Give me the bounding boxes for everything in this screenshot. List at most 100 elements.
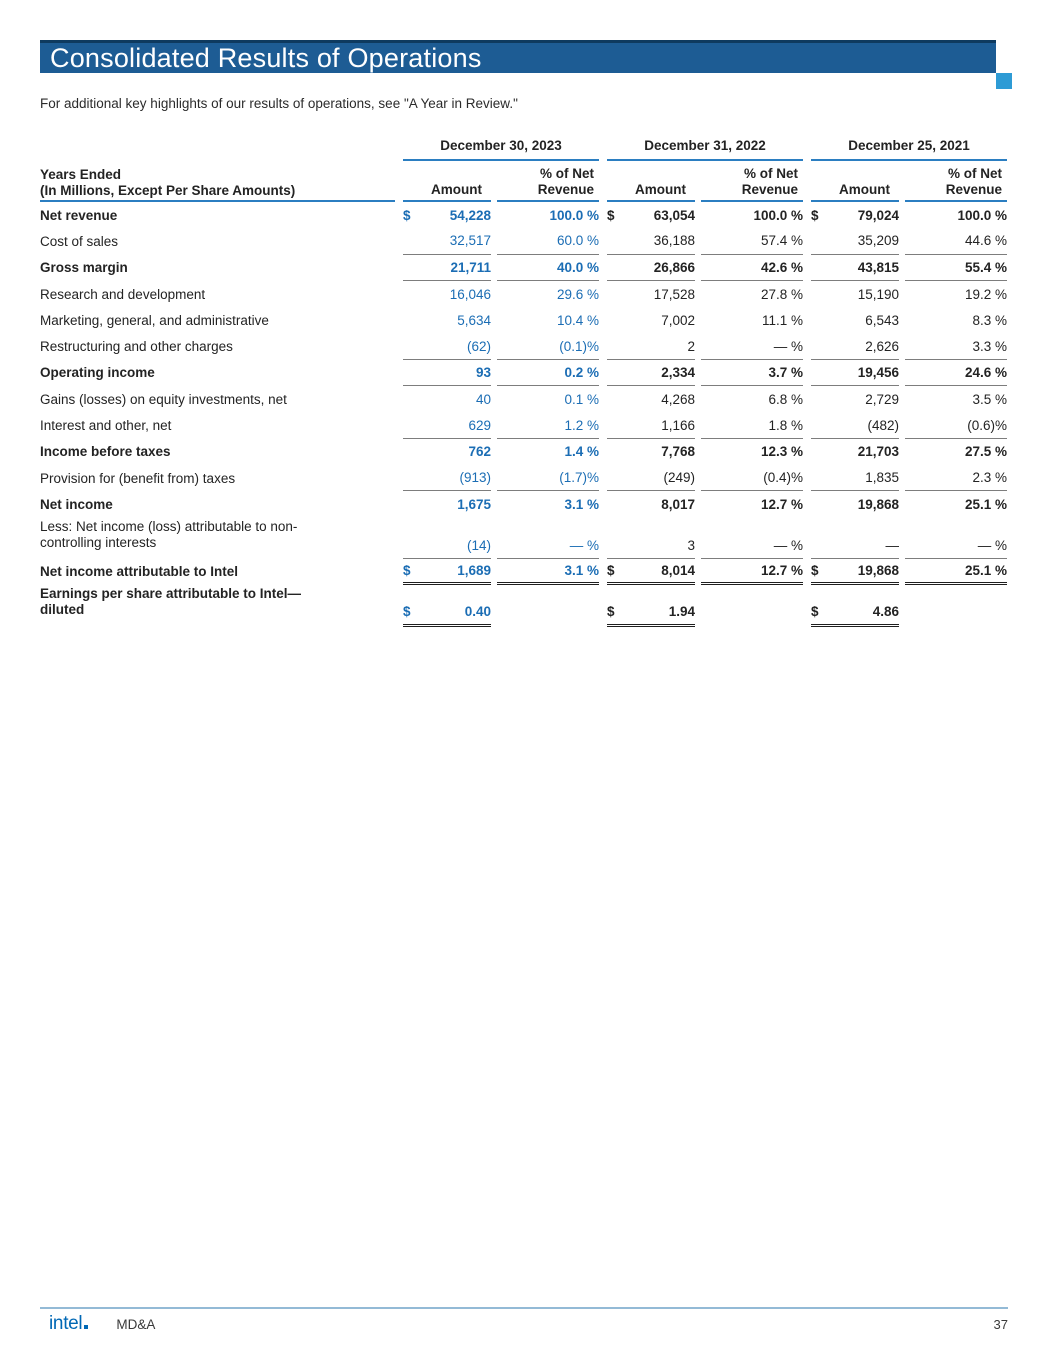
period-label: December 30, 2023 <box>403 138 599 161</box>
percent-cell: 12.7 % <box>760 496 803 512</box>
amount-cell: 4,268 <box>607 386 695 412</box>
value-group: 17,528 27.8 % <box>607 281 803 307</box>
page-title: Consolidated Results of Operations <box>50 42 482 73</box>
value-group: 7,002 11.1 % <box>607 307 803 333</box>
percent-cell <box>905 585 1007 627</box>
amount-cell: (62) <box>403 333 491 360</box>
value-group: 762 1.4 % <box>403 439 599 465</box>
amount-value: 1.94 <box>668 603 695 619</box>
value-group: $79,024 100.0 % <box>811 202 1007 228</box>
amount-cell: — <box>811 518 899 559</box>
value-group: 26,866 42.6 % <box>607 255 803 281</box>
amount-cell: 5,634 <box>403 307 491 333</box>
value-group: 40 0.1 % <box>403 386 599 412</box>
percent-cell: (0.1)% <box>497 333 599 360</box>
amount-value: 21,711 <box>450 259 491 275</box>
amount-column-header: Amount <box>811 161 899 202</box>
value-group: (62) (0.1)% <box>403 333 599 360</box>
amount-cell: 1,166 <box>607 412 695 439</box>
column-header-group: Amount% of Net Revenue <box>607 161 803 202</box>
table-row: Net income 1,675 3.1 % 8,017 12.7 % 19,868 25.… <box>40 491 1008 517</box>
amount-value: 3 <box>687 537 695 553</box>
amount-cell: $0.40 <box>403 585 491 627</box>
row-label: Provision for (benefit from) taxes <box>40 470 236 486</box>
amount-cell: 26,866 <box>607 255 695 281</box>
value-group: 36,188 57.4 % <box>607 228 803 255</box>
amount-cell: 16,046 <box>403 281 491 307</box>
amount-cell: $1,689 <box>403 559 491 585</box>
value-group: 21,711 40.0 % <box>403 255 599 281</box>
percent-column-header: % of Net Revenue <box>497 161 599 202</box>
amount-value: 54,228 <box>449 207 491 223</box>
percent-cell: 3.5 % <box>972 391 1007 407</box>
amount-value: 43,815 <box>857 259 899 275</box>
value-group: $19,868 25.1 % <box>811 559 1007 585</box>
dollar-sign: $ <box>811 207 819 223</box>
percent-cell: 60.0 % <box>497 228 599 255</box>
amount-value: 26,866 <box>653 259 695 275</box>
percent-cell: 3.3 % <box>905 333 1007 360</box>
value-group: $63,054 100.0 % <box>607 202 803 228</box>
amount-value: 40 <box>475 391 491 407</box>
value-group: 2,626 3.3 % <box>811 333 1007 360</box>
value-group: $54,228 100.0 % <box>403 202 599 228</box>
value-group: 1,835 2.3 % <box>811 465 1007 492</box>
amount-value: 15,190 <box>857 286 899 302</box>
table-row: Gross margin 21,711 40.0 % 26,866 42.6 % 43,8… <box>40 255 1008 281</box>
row-label: Less: Net income (loss) attributable to … <box>40 518 298 550</box>
amount-value: (482) <box>867 417 899 433</box>
dollar-sign: $ <box>811 562 819 578</box>
dollar-sign: $ <box>403 207 411 223</box>
dollar-sign: $ <box>403 562 411 578</box>
row-label: Net income attributable to Intel <box>40 564 239 580</box>
percent-cell: 12.7 % <box>701 559 803 585</box>
amount-cell: 32,517 <box>403 228 491 255</box>
value-group: 16,046 29.6 % <box>403 281 599 307</box>
percent-cell: 1.8 % <box>701 412 803 439</box>
row-label: Marketing, general, and administrative <box>40 312 269 328</box>
value-group: 3 — % <box>607 518 803 559</box>
table-row: Earnings per share attributable to Intel… <box>40 585 1008 627</box>
row-label: Gross margin <box>40 260 128 276</box>
footer-divider <box>40 1307 1008 1309</box>
amount-cell: $8,014 <box>607 559 695 585</box>
amount-value: 5,634 <box>457 312 491 328</box>
percent-cell: 40.0 % <box>497 255 599 281</box>
amount-value: 6,543 <box>865 312 899 328</box>
amount-cell: 15,190 <box>811 281 899 307</box>
row-header-label: Years Ended (In Millions, Except Per Shar… <box>40 161 395 202</box>
amount-value: 19,456 <box>857 364 899 380</box>
amount-value: 4,268 <box>661 391 695 407</box>
percent-cell: 8.3 % <box>972 312 1007 328</box>
percent-cell: — % <box>701 518 803 559</box>
percent-cell: 29.6 % <box>556 286 599 302</box>
percent-cell <box>497 585 599 627</box>
percent-cell <box>701 585 803 627</box>
amount-cell: 762 <box>403 439 491 465</box>
amount-cell: 1,675 <box>403 491 491 517</box>
intro-text: For additional key highlights of our res… <box>40 96 518 111</box>
value-group: (913) (1.7)% <box>403 465 599 492</box>
period-label: December 25, 2021 <box>811 138 1007 161</box>
amount-value: 8,017 <box>661 496 695 512</box>
value-group: $4.86 <box>811 585 1007 627</box>
percent-cell: — % <box>497 518 599 559</box>
amount-cell: 1,835 <box>811 465 899 492</box>
amount-cell: (14) <box>403 518 491 559</box>
percent-cell: — % <box>701 333 803 360</box>
row-label: Income before taxes <box>40 444 171 460</box>
dollar-sign: $ <box>607 562 615 578</box>
amount-value: 0.40 <box>464 603 491 619</box>
amount-value: 7,768 <box>661 444 695 460</box>
percent-cell: 44.6 % <box>905 228 1007 255</box>
amount-value: 63,054 <box>653 207 695 223</box>
value-group: 5,634 10.4 % <box>403 307 599 333</box>
amount-cell: 21,711 <box>403 255 491 281</box>
amount-value: 19,868 <box>857 562 899 578</box>
row-label: Restructuring and other charges <box>40 339 233 355</box>
value-group: — — % <box>811 518 1007 559</box>
value-group: 2 — % <box>607 333 803 360</box>
percent-cell: 25.1 % <box>905 559 1007 585</box>
value-group: 21,703 27.5 % <box>811 439 1007 465</box>
